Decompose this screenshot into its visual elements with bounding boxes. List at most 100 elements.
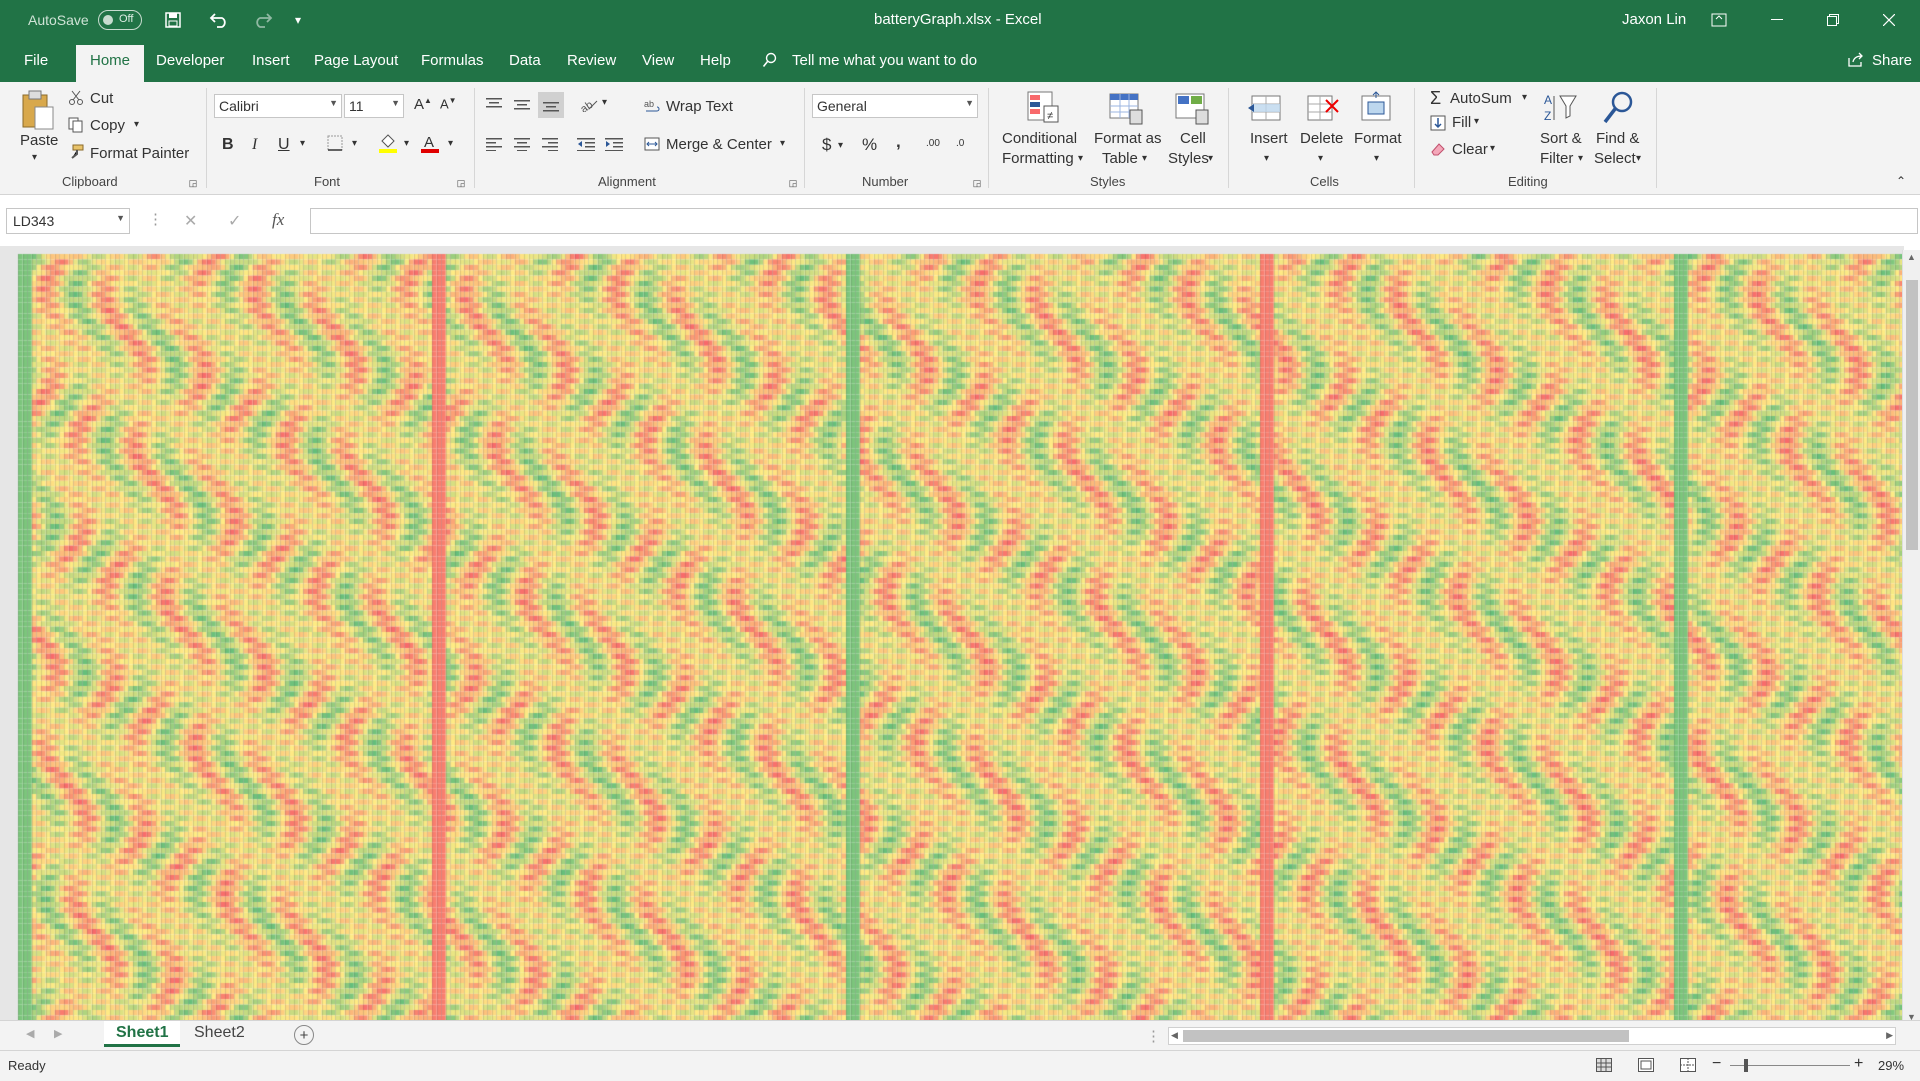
- tab-home[interactable]: Home: [76, 45, 145, 82]
- normal-view-icon[interactable]: [1594, 1056, 1614, 1074]
- insert-dropdown-icon[interactable]: ▾: [1264, 153, 1270, 164]
- delete-cells-icon[interactable]: [1302, 88, 1342, 128]
- borders-icon[interactable]: [326, 134, 344, 152]
- fill-dropdown-icon[interactable]: ▾: [1474, 116, 1480, 127]
- font-size-select[interactable]: 11 ▼: [344, 94, 404, 118]
- page-layout-view-icon[interactable]: [1636, 1056, 1656, 1074]
- paste-dropdown-icon[interactable]: ▾: [32, 152, 38, 163]
- autosum-button[interactable]: AutoSum: [1450, 90, 1512, 107]
- autosave-toggle[interactable]: Off: [98, 10, 142, 30]
- worksheet-grid[interactable]: [0, 246, 1904, 1022]
- cell-styles-line2[interactable]: Styles: [1168, 150, 1209, 167]
- scroll-down-icon[interactable]: ▼: [1907, 1012, 1916, 1022]
- scroll-left-icon[interactable]: ◀: [1171, 1030, 1178, 1040]
- minimize-icon[interactable]: [1754, 0, 1800, 40]
- enter-icon[interactable]: ✓: [228, 213, 242, 230]
- autosum-icon[interactable]: Σ: [1430, 88, 1442, 108]
- number-launcher-icon[interactable]: ◲: [972, 177, 982, 188]
- clipboard-launcher-icon[interactable]: ◲: [188, 177, 198, 188]
- scroll-up-icon[interactable]: ▲: [1907, 252, 1916, 262]
- next-sheet-icon[interactable]: ▶: [54, 1028, 63, 1040]
- alignment-launcher-icon[interactable]: ◲: [788, 177, 798, 188]
- prev-sheet-icon[interactable]: ◀: [26, 1028, 35, 1040]
- increase-font-icon[interactable]: A▲: [414, 96, 432, 113]
- italic-button[interactable]: I: [252, 136, 258, 153]
- format-as-table-line1[interactable]: Format as: [1094, 130, 1162, 147]
- fill-button[interactable]: Fill: [1452, 114, 1472, 131]
- format-cells-icon[interactable]: [1356, 88, 1396, 128]
- decrease-decimal-button[interactable]: .0: [956, 138, 965, 149]
- format-dropdown-icon[interactable]: ▾: [1374, 153, 1380, 164]
- zoom-slider-track[interactable]: [1730, 1065, 1850, 1066]
- user-name[interactable]: Jaxon Lin: [1622, 11, 1687, 28]
- find-select-line2[interactable]: Select: [1594, 150, 1636, 167]
- merge-dropdown-icon[interactable]: ▾: [780, 138, 786, 149]
- tab-review[interactable]: Review: [567, 52, 617, 69]
- close-icon[interactable]: [1866, 0, 1912, 40]
- tab-data[interactable]: Data: [509, 52, 541, 69]
- format-as-table-dropdown-icon[interactable]: ▾: [1142, 153, 1148, 164]
- cell-styles-dropdown-icon[interactable]: ▾: [1208, 153, 1214, 164]
- conditional-formatting-line2[interactable]: Formatting: [1002, 150, 1074, 167]
- clear-dropdown-icon[interactable]: ▾: [1490, 143, 1496, 154]
- share-icon[interactable]: [1846, 50, 1866, 70]
- align-middle-icon[interactable]: [512, 94, 532, 114]
- cell-styles-line1[interactable]: Cell: [1180, 130, 1206, 147]
- fill-color-dropdown-icon[interactable]: ▾: [404, 138, 410, 149]
- number-format-select[interactable]: General ▼: [812, 94, 978, 118]
- conditional-formatting-icon[interactable]: ≠: [1024, 88, 1064, 128]
- redo-icon[interactable]: [240, 0, 286, 40]
- ribbon-display-options-icon[interactable]: [1696, 0, 1742, 40]
- tab-insert[interactable]: Insert: [252, 52, 290, 69]
- cut-icon[interactable]: [68, 90, 84, 106]
- paste-button[interactable]: Paste: [20, 132, 59, 149]
- tab-split-handle-icon[interactable]: ⋮: [1146, 1028, 1161, 1045]
- undo-icon[interactable]: [196, 0, 242, 40]
- find-select-line1[interactable]: Find &: [1596, 130, 1640, 147]
- tab-formulas[interactable]: Formulas: [421, 52, 484, 69]
- vertical-scroll-thumb[interactable]: [1906, 280, 1918, 550]
- find-select-icon[interactable]: [1598, 88, 1638, 128]
- cut-button[interactable]: Cut: [90, 90, 114, 107]
- zoom-slider-handle[interactable]: [1744, 1059, 1748, 1072]
- share-button[interactable]: Share: [1872, 52, 1913, 69]
- restore-icon[interactable]: [1810, 0, 1856, 40]
- format-as-table-line2[interactable]: Table: [1102, 150, 1138, 167]
- decrease-font-icon[interactable]: A▼: [440, 96, 457, 112]
- format-painter-icon[interactable]: [68, 144, 84, 160]
- merge-center-icon[interactable]: [644, 136, 660, 152]
- align-center-icon[interactable]: [512, 134, 532, 154]
- insert-cells-button[interactable]: Insert: [1250, 130, 1288, 147]
- tab-help[interactable]: Help: [700, 52, 731, 69]
- tab-view[interactable]: View: [642, 52, 675, 69]
- zoom-out-icon[interactable]: −: [1712, 1055, 1722, 1072]
- customize-qat-icon[interactable]: ▾: [294, 13, 302, 27]
- add-sheet-icon[interactable]: +: [294, 1025, 314, 1045]
- cell-styles-icon[interactable]: [1172, 88, 1212, 128]
- sort-filter-line2[interactable]: Filter: [1540, 150, 1574, 167]
- zoom-in-icon[interactable]: +: [1854, 1055, 1864, 1072]
- insert-cells-icon[interactable]: [1246, 88, 1286, 128]
- eraser-icon[interactable]: [1430, 141, 1446, 157]
- conditional-formatting-dropdown-icon[interactable]: ▾: [1078, 153, 1084, 164]
- zoom-level[interactable]: 29%: [1878, 1058, 1905, 1073]
- underline-button[interactable]: U: [278, 136, 290, 153]
- fill-down-icon[interactable]: [1430, 115, 1446, 131]
- delete-cells-button[interactable]: Delete: [1300, 130, 1344, 147]
- heatmap-cells[interactable]: [0, 246, 1904, 1022]
- orientation-dropdown-icon[interactable]: ▾: [602, 97, 608, 108]
- conditional-formatting-line1[interactable]: Conditional: [1002, 130, 1078, 147]
- copy-button[interactable]: Copy: [90, 117, 126, 134]
- horizontal-scroll-thumb[interactable]: [1183, 1030, 1629, 1042]
- find-select-dropdown-icon[interactable]: ▾: [1636, 153, 1642, 164]
- collapse-ribbon-icon[interactable]: ⌃: [1896, 174, 1907, 188]
- scroll-right-icon[interactable]: ▶: [1886, 1030, 1893, 1040]
- tell-me-box[interactable]: Tell me what you want to do: [792, 52, 978, 69]
- increase-indent-icon[interactable]: [604, 134, 624, 154]
- currency-button[interactable]: $: [822, 135, 832, 154]
- font-family-select[interactable]: Calibri ▼: [214, 94, 342, 118]
- align-bottom-icon[interactable]: [538, 92, 564, 118]
- fill-color-icon[interactable]: [378, 132, 398, 154]
- font-launcher-icon[interactable]: ◲: [456, 177, 466, 188]
